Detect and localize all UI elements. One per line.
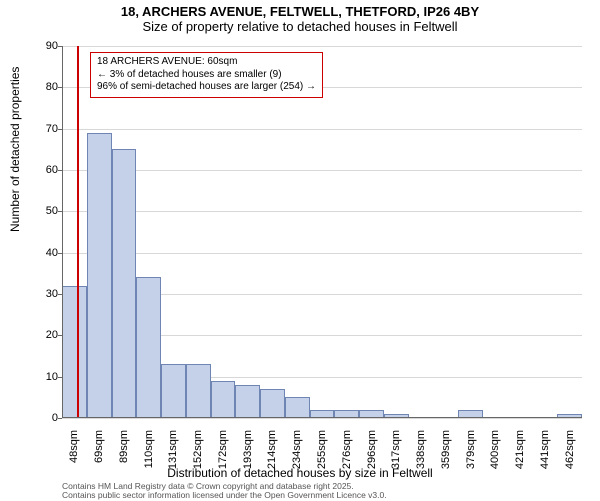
- y-tick-label: 70: [30, 123, 58, 135]
- grid-line: [62, 46, 582, 47]
- marker-line: [77, 46, 79, 418]
- histogram-bar: [112, 149, 137, 418]
- histogram-bar: [87, 133, 112, 418]
- x-axis-line: [62, 417, 582, 418]
- annotation-box: 18 ARCHERS AVENUE: 60sqm ← 3% of detache…: [90, 52, 323, 98]
- histogram-bar: [211, 381, 236, 418]
- y-tick-mark: [58, 46, 62, 47]
- title-line1: 18, ARCHERS AVENUE, FELTWELL, THETFORD, …: [0, 4, 600, 19]
- histogram-bar: [136, 277, 161, 418]
- grid-line: [62, 170, 582, 171]
- y-axis-line: [62, 46, 63, 418]
- footer-attribution: Contains HM Land Registry data © Crown c…: [62, 482, 387, 501]
- title-line2: Size of property relative to detached ho…: [0, 19, 600, 34]
- y-tick-label: 30: [30, 288, 58, 300]
- y-tick-mark: [58, 294, 62, 295]
- y-tick-label: 20: [30, 329, 58, 341]
- y-tick-mark: [58, 335, 62, 336]
- y-tick-label: 90: [30, 40, 58, 52]
- y-tick-mark: [58, 170, 62, 171]
- histogram-bar: [260, 389, 285, 418]
- histogram-bar: [235, 385, 260, 418]
- plot-area: 18 ARCHERS AVENUE: 60sqm ← 3% of detache…: [62, 46, 582, 418]
- y-tick-label: 80: [30, 81, 58, 93]
- y-tick-mark: [58, 87, 62, 88]
- annotation-line2: ← 3% of detached houses are smaller (9): [97, 69, 316, 82]
- y-tick-mark: [58, 129, 62, 130]
- histogram-bar: [62, 286, 87, 418]
- y-tick-mark: [58, 253, 62, 254]
- y-tick-mark: [58, 211, 62, 212]
- grid-line: [62, 211, 582, 212]
- annotation-line3: 96% of semi-detached houses are larger (…: [97, 81, 316, 94]
- annotation-line1: 18 ARCHERS AVENUE: 60sqm: [97, 56, 316, 69]
- histogram-bar: [285, 397, 310, 418]
- grid-line: [62, 253, 582, 254]
- y-tick-label: 0: [30, 412, 58, 424]
- chart-title-block: 18, ARCHERS AVENUE, FELTWELL, THETFORD, …: [0, 0, 600, 34]
- grid-line: [62, 418, 582, 419]
- y-tick-label: 40: [30, 247, 58, 259]
- footer-line2: Contains public sector information licen…: [62, 491, 387, 500]
- grid-line: [62, 129, 582, 130]
- histogram-bar: [161, 364, 186, 418]
- y-tick-mark: [58, 377, 62, 378]
- y-tick-label: 60: [30, 164, 58, 176]
- y-tick-mark: [58, 418, 62, 419]
- histogram-bar: [186, 364, 211, 418]
- y-axis-title: Number of detached properties: [8, 67, 22, 232]
- y-tick-label: 10: [30, 371, 58, 383]
- y-tick-label: 50: [30, 205, 58, 217]
- x-axis-title: Distribution of detached houses by size …: [0, 466, 600, 480]
